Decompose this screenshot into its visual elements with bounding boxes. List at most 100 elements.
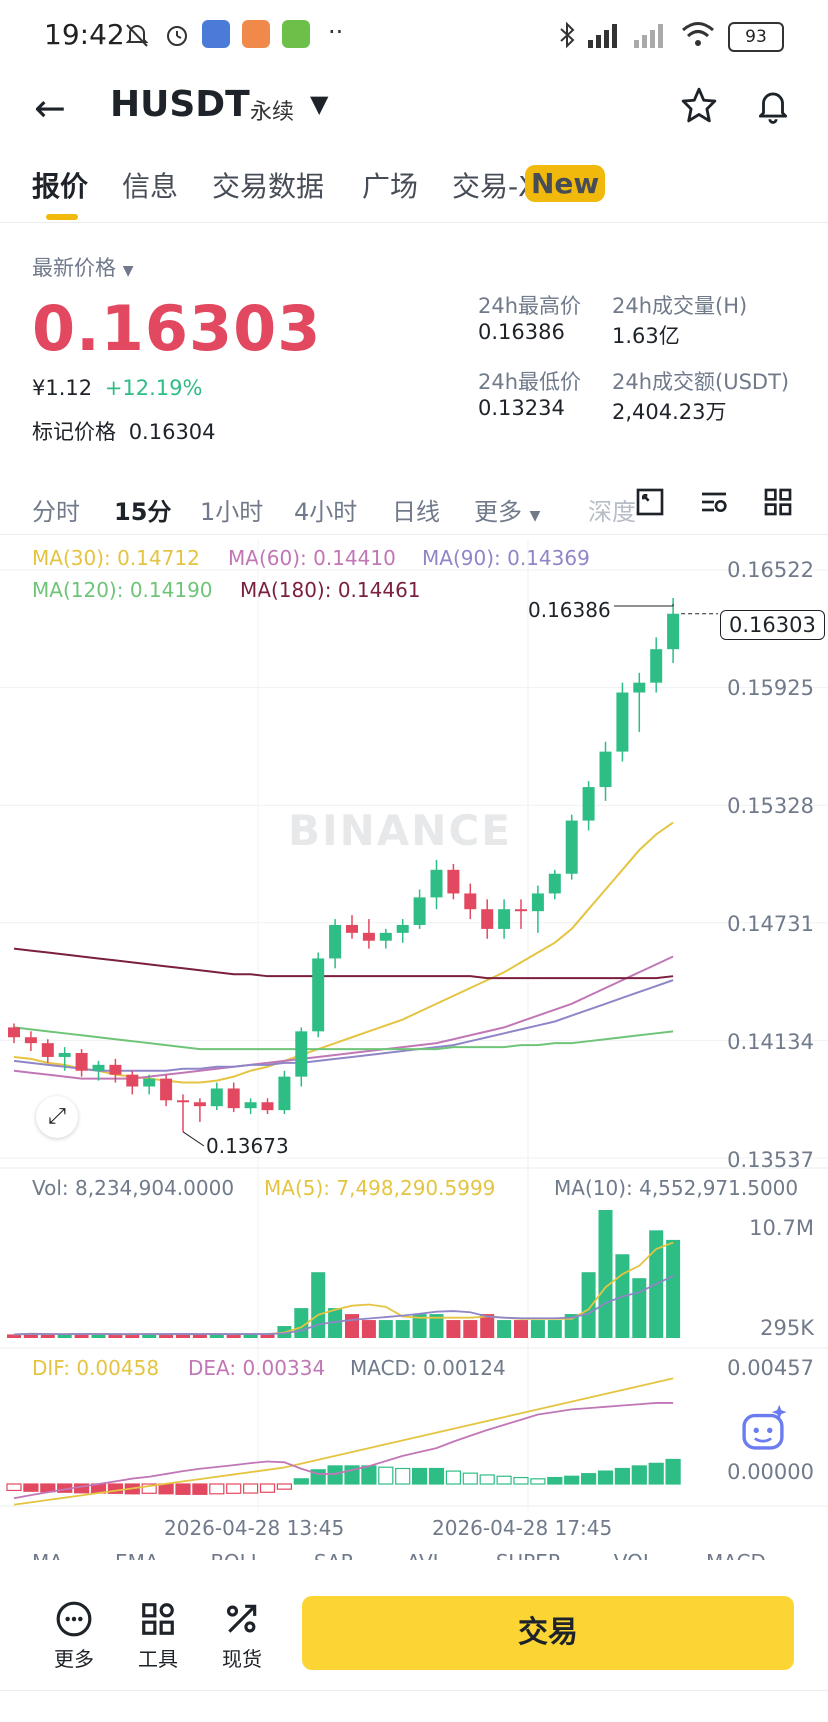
candle-body <box>160 1078 173 1101</box>
y-tick-label: 0.16522 <box>727 558 814 582</box>
indicator-tab-super[interactable]: SUPER <box>495 1550 562 1562</box>
indicator-tab-vol[interactable]: VOL <box>613 1550 654 1562</box>
volume-bar <box>57 1334 72 1338</box>
candle-body <box>515 909 527 912</box>
volume-bar <box>91 1334 106 1338</box>
tab-trade-x[interactable]: 交易-X <box>452 170 538 203</box>
volume-bar <box>260 1334 275 1338</box>
indicator-tab-ema[interactable]: EMA <box>114 1550 159 1562</box>
spot-button[interactable]: 现货 <box>216 1600 268 1672</box>
ai-assistant-icon[interactable] <box>736 1402 790 1456</box>
candle-body <box>92 1064 105 1071</box>
symbol-title[interactable]: HUSDT <box>110 84 250 125</box>
y-tick-label: 0.15925 <box>727 676 814 700</box>
dea-legend: DEA: 0.00334 <box>188 1356 326 1380</box>
tf-4h[interactable]: 4小时 <box>294 498 358 526</box>
contract-type-label[interactable]: 永续 <box>250 100 295 125</box>
spot-label: 现货 <box>222 1647 262 1671</box>
indicator-tab-macd[interactable]: MACD <box>705 1550 766 1562</box>
more-dots-icon <box>56 1601 92 1637</box>
volume-bar <box>159 1334 174 1338</box>
macd-hist-bar <box>23 1483 39 1492</box>
ma180-legend: MA(180): 0.14461 <box>240 578 421 602</box>
tools-button[interactable]: 工具 <box>132 1600 184 1672</box>
volume-bar <box>142 1333 157 1338</box>
tf-line[interactable]: 分时 <box>32 498 80 526</box>
kline-chart[interactable] <box>0 534 828 1540</box>
latest-price-label[interactable]: 最新价格 ▼ <box>32 256 134 280</box>
candle-body <box>58 1053 71 1057</box>
more-notifications-icon: ·· <box>328 18 344 46</box>
volume-bar <box>497 1320 512 1338</box>
more-button[interactable]: 更多 <box>48 1600 100 1672</box>
grid-layout-icon[interactable] <box>762 486 794 518</box>
bell-icon[interactable] <box>754 86 792 124</box>
tf-1d[interactable]: 日线 <box>392 498 440 526</box>
macd-hist-bar <box>158 1483 174 1495</box>
fullscreen-icon[interactable] <box>634 486 666 518</box>
tf-depth[interactable]: 深度 <box>588 498 636 526</box>
vol-ma10-legend: MA(10): 4,552,971.5000 <box>554 1176 799 1200</box>
mark-price-value: 0.16304 <box>128 420 216 444</box>
candle-body <box>633 682 646 693</box>
trade-button[interactable]: 交易 <box>302 1596 794 1670</box>
ma-line-ma120 <box>13 1026 674 1051</box>
tab-quote[interactable]: 报价 <box>32 170 89 203</box>
mark-price-label: 标记价格 <box>32 420 116 444</box>
candle-body <box>650 649 663 683</box>
symbol-dropdown-icon[interactable]: ▼ <box>310 90 329 118</box>
macd-hist-bar <box>293 1478 309 1485</box>
volume-bar <box>209 1334 224 1338</box>
price-sub-row: ¥1.12 +12.19% <box>32 376 202 400</box>
spot-swap-icon <box>226 1604 257 1633</box>
volume-bar <box>192 1334 207 1338</box>
tf-15m[interactable]: 15分 <box>114 498 172 526</box>
candle-body <box>41 1043 54 1057</box>
battery-indicator: 93 <box>728 22 784 52</box>
bluetooth-icon <box>560 21 575 49</box>
x-tick-label: 2026-04-28 17:45 <box>432 1516 613 1540</box>
candle-body <box>565 820 578 874</box>
tab-info[interactable]: 信息 <box>122 170 179 203</box>
indicator-tab-boll[interactable]: BOLL <box>210 1550 262 1562</box>
expand-chart-icon[interactable]: ⤢ <box>36 1096 78 1138</box>
y-tick-label: 0.15328 <box>727 794 814 818</box>
volume-bar <box>226 1334 241 1338</box>
candle-body <box>413 897 426 925</box>
macd-hist-bar <box>665 1458 681 1485</box>
candle-body <box>599 751 612 788</box>
macd-hist-bar <box>428 1467 445 1485</box>
ma90-legend: MA(90): 0.14369 <box>422 546 590 570</box>
macd-hist-bar <box>378 1466 394 1485</box>
y-tick-label: 0.14134 <box>727 1030 814 1054</box>
tab-trade-data[interactable]: 交易数据 <box>212 170 325 203</box>
indicator-tab-ma[interactable]: MA <box>32 1550 63 1562</box>
indicator-tab-avl[interactable]: AVL <box>406 1550 444 1562</box>
indicator-settings-icon[interactable] <box>698 486 730 518</box>
ma-line-ma90 <box>13 979 674 1072</box>
status-bar: 19:42 ·· 93 <box>0 0 828 70</box>
tab-square[interactable]: 广场 <box>362 170 419 203</box>
candle-body <box>109 1064 122 1075</box>
macd-hist-bar <box>6 1483 22 1492</box>
volume-bar <box>378 1320 393 1338</box>
tf-more[interactable]: 更多 ▼ <box>474 498 541 526</box>
star-icon[interactable] <box>680 86 718 124</box>
candle-body <box>548 873 561 894</box>
indicator-tab-sar[interactable]: SAR <box>313 1550 355 1562</box>
candle-body <box>498 909 511 929</box>
macd-hist-bar <box>141 1483 157 1494</box>
dif-legend: DIF: 0.00458 <box>32 1356 160 1380</box>
volume-bar <box>395 1320 410 1338</box>
ma-line-ma60 <box>13 955 674 1080</box>
volume-bar <box>125 1334 140 1338</box>
candle-body <box>278 1076 291 1111</box>
vol-tick-label: 10.7M <box>749 1216 814 1240</box>
candle-body <box>616 692 629 752</box>
back-arrow-icon[interactable]: ← <box>34 86 66 130</box>
tools-label: 工具 <box>138 1647 178 1671</box>
low-marker-label: 0.13673 <box>206 1134 289 1158</box>
candle-body <box>667 613 680 650</box>
candle-body <box>143 1078 156 1087</box>
tf-1h[interactable]: 1小时 <box>200 498 264 526</box>
